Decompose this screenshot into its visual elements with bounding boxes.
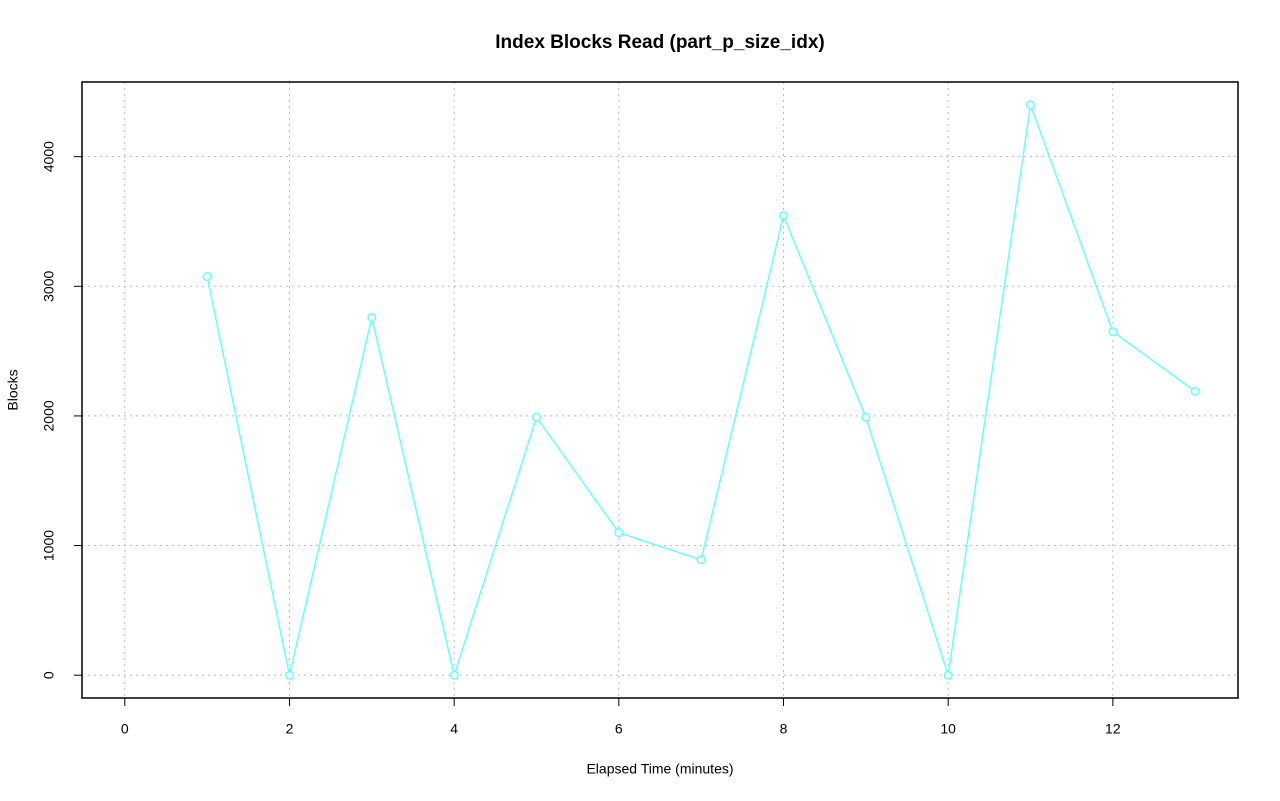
y-tick-label: 2000: [41, 400, 57, 431]
data-point: [531, 412, 542, 422]
data-point: [367, 312, 377, 322]
chart-title: Index Blocks Read (part_p_size_idx): [495, 32, 824, 53]
marks: [202, 100, 1200, 680]
data-point: [1190, 386, 1200, 396]
x-tick-label: 12: [1105, 721, 1121, 737]
x-tick-label: 0: [121, 721, 129, 737]
grid: [82, 82, 1238, 698]
data-point: [861, 412, 871, 422]
data-point: [449, 670, 459, 680]
data-point: [1108, 327, 1118, 337]
series-line: [206, 104, 1196, 679]
x-tick-label: 10: [940, 721, 956, 737]
y-axis-label: Blocks: [5, 369, 21, 410]
data-point: [202, 272, 212, 282]
plot-frame: [81, 81, 1239, 699]
data-point: [284, 670, 295, 680]
x-axis-label: Elapsed Time (minutes): [586, 761, 733, 777]
x-tick-label: 2: [286, 721, 294, 737]
data-point: [1025, 100, 1036, 110]
y-tick-label: 1000: [41, 530, 57, 561]
data-point: [778, 211, 789, 221]
y-tick-label: 3000: [41, 271, 57, 302]
data-point: [943, 670, 953, 680]
data-point: [696, 555, 706, 565]
y-tick-label: 0: [41, 671, 57, 679]
x-tick-label: 8: [780, 721, 788, 737]
x-tick-label: 4: [450, 721, 458, 737]
data-point: [614, 528, 624, 538]
x-tick-label: 6: [615, 721, 623, 737]
y-tick-label: 4000: [41, 141, 57, 172]
